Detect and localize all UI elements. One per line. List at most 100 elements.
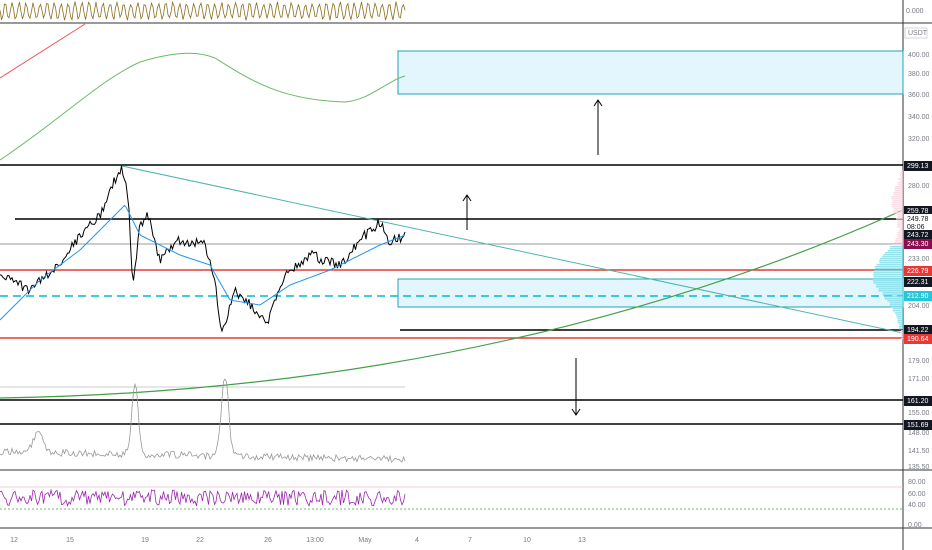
profile-bar: [900, 332, 903, 334]
price-tag-label: 212.90: [907, 293, 929, 300]
profile-bar: [897, 322, 903, 324]
price-tag: [904, 420, 932, 430]
profile-bar: [884, 252, 903, 254]
profile-bar: [897, 320, 903, 322]
rsi-line: [0, 488, 406, 507]
price-tag-label: 243.72: [907, 232, 929, 239]
price-label: 148.00: [908, 430, 930, 437]
profile-bar: [889, 302, 903, 304]
price-tag: [904, 334, 932, 344]
time-label: 13: [578, 537, 586, 544]
price-tag: [904, 291, 932, 301]
profile-bar: [896, 316, 903, 318]
price-label: 155.00: [908, 410, 930, 417]
price-label: 280.00: [908, 183, 930, 190]
profile-bar: [899, 228, 903, 230]
time-label: 12: [10, 537, 18, 544]
profile-bar: [898, 178, 903, 180]
profile-bar: [878, 290, 903, 292]
profile-bar: [894, 312, 903, 314]
price-tag: [904, 230, 932, 240]
profile-bar: [897, 236, 903, 238]
time-label: 19: [141, 537, 149, 544]
profile-bar: [896, 234, 903, 236]
profile-bar: [873, 270, 903, 272]
volume-profile: [872, 170, 903, 340]
profile-bar: [874, 266, 903, 268]
rsi-label: 60.00: [908, 491, 926, 498]
price-tag-label: 194.22: [907, 327, 929, 334]
profile-bar: [879, 258, 903, 260]
price-tag-label: 190.64: [907, 336, 929, 343]
profile-bar: [900, 176, 903, 178]
price-label: 204.00: [908, 303, 930, 310]
price-label: 380.00: [908, 71, 930, 78]
price-tag-label: 151.69: [907, 422, 929, 429]
profile-bar: [900, 338, 903, 340]
profile-bar: [893, 210, 903, 212]
profile-bar: [897, 226, 903, 228]
profile-bar: [897, 224, 903, 226]
profile-bar: [892, 206, 903, 208]
price-label: 233.00: [908, 256, 930, 263]
price-tag-label: 226.79: [907, 268, 929, 275]
profile-bar: [892, 244, 903, 246]
oscillator-line: [0, 0, 406, 22]
profile-bar: [876, 264, 903, 266]
rsi-label: 80.00: [908, 479, 926, 486]
profile-bar: [889, 248, 903, 250]
profile-bar: [887, 250, 903, 252]
profile-bar: [873, 276, 903, 278]
profile-bar: [879, 262, 903, 264]
profile-bar: [897, 232, 903, 234]
price-tag: [904, 325, 932, 335]
price-tag: [904, 266, 932, 276]
currency-box: [904, 27, 928, 39]
profile-bar: [901, 330, 903, 332]
profile-bar: [895, 238, 903, 240]
profile-bar: [898, 230, 903, 232]
price-tag: [904, 396, 932, 406]
moving-average: [0, 52, 406, 161]
price-label: 135.50: [908, 464, 930, 471]
time-label: 10: [523, 537, 531, 544]
price-tag: [904, 161, 932, 171]
top-axis-label: 0.000: [906, 8, 924, 15]
profile-bar: [872, 278, 903, 280]
profile-bar: [873, 282, 903, 284]
profile-bar: [878, 288, 903, 290]
profile-bar: [894, 186, 903, 188]
profile-bar: [895, 218, 903, 220]
profile-bar: [896, 222, 903, 224]
price-tag-label: 243.30: [907, 241, 929, 248]
profile-bar: [900, 172, 903, 174]
profile-bar: [876, 286, 903, 288]
currency-label: USDT: [908, 30, 928, 37]
profile-bar: [892, 310, 903, 312]
rsi-label: 40.00: [908, 502, 926, 509]
price-label: 320.00: [908, 136, 930, 143]
ema-line: [0, 204, 406, 321]
price-tag-label: 249.78: [907, 216, 929, 223]
trend-curve: [0, 209, 904, 399]
profile-bar: [881, 256, 903, 258]
profile-bar: [899, 180, 903, 182]
profile-bar: [893, 208, 903, 210]
profile-bar: [890, 204, 903, 206]
moving-average: [0, 23, 86, 79]
profile-bar: [897, 182, 903, 184]
profile-bar: [879, 260, 903, 262]
profile-bar: [893, 242, 903, 244]
profile-bar: [901, 170, 903, 172]
countdown: 08:06: [907, 224, 925, 231]
profile-bar: [897, 216, 903, 218]
profile-bar: [890, 306, 903, 308]
price-tag: [904, 239, 932, 249]
profile-bar: [898, 328, 903, 330]
price-label: 400.00: [908, 52, 930, 59]
profile-bar: [892, 308, 903, 310]
profile-bar: [889, 304, 903, 306]
price-label: 340.00: [908, 114, 930, 121]
profile-bar: [894, 190, 903, 192]
profile-bar: [891, 196, 903, 198]
